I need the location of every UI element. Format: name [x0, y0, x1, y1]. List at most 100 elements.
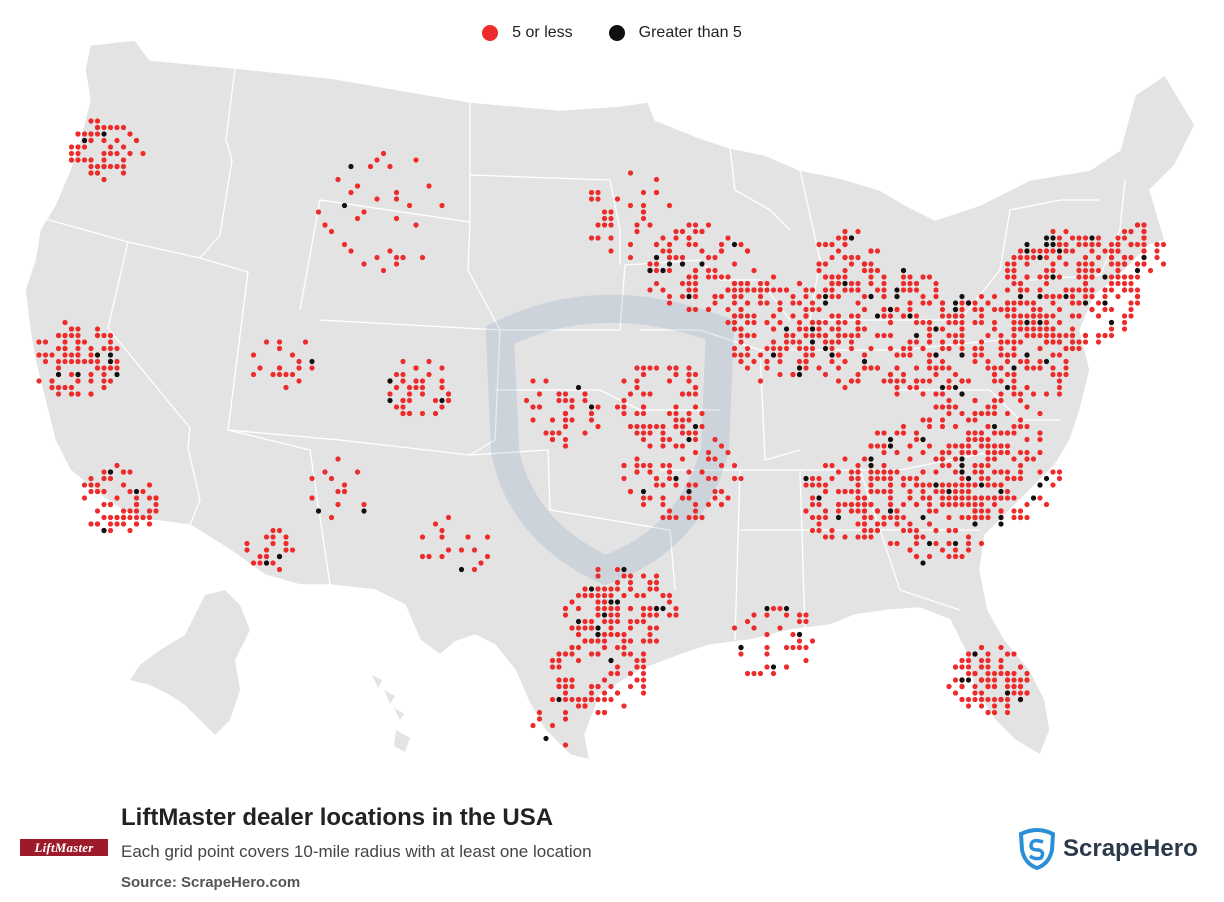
dealer-dot-low — [926, 352, 933, 358]
dealer-dot-low — [887, 501, 894, 508]
dealer-dot-low — [627, 670, 634, 677]
dealer-dot-low — [569, 417, 575, 423]
dealer-dot-low — [796, 280, 803, 287]
dealer-dot-high — [653, 605, 660, 612]
dealer-dot-low — [998, 508, 1004, 514]
dealer-dot-low — [939, 313, 946, 319]
dealer-dot-low — [627, 488, 634, 495]
dealer-dot-low — [653, 625, 660, 631]
dealer-dot-low — [920, 417, 926, 423]
dealer-dot-low — [946, 449, 952, 456]
dealer-dot-high — [1011, 365, 1017, 371]
dealer-dot-low — [686, 365, 692, 371]
dealer-dot-low — [114, 345, 120, 352]
dealer-dot-low — [419, 378, 426, 384]
dealer-dot-low — [75, 144, 81, 150]
dealer-dot-low — [894, 449, 900, 456]
dealer-dot-low — [634, 462, 640, 469]
dealer-dot-low — [887, 378, 894, 384]
dealer-dot-low — [1011, 313, 1017, 319]
dealer-dot-low — [1082, 293, 1089, 300]
dealer-dot-low — [894, 306, 900, 313]
dealer-dot-low — [1017, 326, 1024, 332]
dealer-dot-low — [81, 482, 88, 488]
dealer-dot-low — [283, 371, 289, 378]
dealer-dot-low — [419, 254, 426, 261]
dealer-dot-low — [1069, 293, 1076, 300]
dealer-dot-low — [114, 137, 120, 144]
dealer-dot-low — [842, 267, 848, 274]
dealer-dot-low — [588, 196, 595, 202]
dealer-dot-low — [1134, 293, 1141, 300]
dealer-dot-low — [978, 501, 985, 508]
dealer-dot-low — [998, 397, 1004, 404]
dealer-dot-high — [959, 391, 965, 397]
dealer-dot-low — [751, 267, 757, 274]
dealer-dot-low — [653, 423, 660, 430]
dealer-dot-low — [887, 488, 894, 495]
dealer-dot-high — [770, 352, 777, 358]
dealer-dot-low — [946, 397, 952, 404]
dealer-dot-low — [1050, 326, 1056, 332]
dealer-dot-high — [640, 488, 647, 495]
dealer-dot-low — [933, 404, 939, 410]
dealer-dot-low — [900, 527, 907, 534]
dealer-dot-low — [634, 664, 640, 670]
dealer-dot-high — [920, 514, 926, 521]
dealer-dot-high — [887, 443, 894, 449]
dealer-dot-low — [341, 488, 348, 495]
dealer-dot-low — [731, 352, 738, 358]
dealer-dot-low — [705, 475, 712, 482]
dealer-dot-low — [133, 137, 140, 144]
dealer-dot-low — [692, 501, 699, 508]
dealer-dot-low — [361, 501, 367, 508]
dealer-dot-low — [1069, 287, 1076, 293]
dealer-dot-high — [647, 267, 653, 274]
dealer-dot-low — [1011, 345, 1017, 352]
dealer-dot-low — [1017, 475, 1024, 482]
dealer-dot-low — [107, 150, 114, 157]
dealer-dot-low — [985, 332, 991, 339]
dealer-dot-low — [803, 644, 809, 651]
dealer-dot-low — [764, 345, 770, 352]
dealer-dot-low — [634, 423, 640, 430]
dealer-dot-low — [1102, 306, 1108, 313]
dealer-dot-low — [777, 358, 783, 365]
dealer-dot-low — [595, 189, 601, 196]
dealer-dot-low — [900, 352, 907, 358]
dealer-dot-low — [127, 508, 133, 514]
dealer-dot-low — [647, 469, 653, 475]
dealer-dot-low — [1056, 332, 1063, 339]
dealer-dot-low — [1141, 235, 1147, 241]
dealer-dot-low — [62, 319, 68, 326]
dealer-dot-low — [939, 501, 946, 508]
dealer-dot-low — [803, 365, 809, 371]
dealer-dot-low — [803, 508, 809, 514]
dealer-dot-low — [1141, 228, 1147, 235]
dealer-dot-low — [725, 274, 731, 280]
dealer-dot-low — [1069, 332, 1076, 339]
dealer-dot-high — [1063, 293, 1069, 300]
dealer-dot-low — [1030, 365, 1037, 371]
dealer-dot-low — [965, 703, 972, 709]
dealer-dot-low — [952, 404, 959, 410]
dealer-dot-low — [1030, 326, 1037, 332]
dealer-dot-high — [1024, 248, 1030, 254]
dealer-dot-low — [1037, 313, 1043, 319]
dealer-dot-low — [868, 488, 874, 495]
dealer-dot-low — [920, 495, 926, 501]
dealer-dot-low — [978, 462, 985, 469]
dealer-dot-low — [835, 488, 842, 495]
dealer-dot-low — [731, 280, 738, 287]
dealer-dot-low — [920, 391, 926, 397]
dealer-dot-low — [939, 495, 946, 501]
dealer-dot-low — [595, 612, 601, 618]
dealer-dot-low — [861, 261, 868, 267]
dealer-dot-low — [855, 521, 861, 527]
dealer-dot-low — [894, 378, 900, 384]
dealer-dot-low — [868, 267, 874, 274]
dealer-dot-low — [88, 391, 94, 397]
dealer-dot-low — [601, 209, 608, 215]
dealer-dot-low — [985, 404, 991, 410]
dealer-dot-low — [855, 300, 861, 306]
